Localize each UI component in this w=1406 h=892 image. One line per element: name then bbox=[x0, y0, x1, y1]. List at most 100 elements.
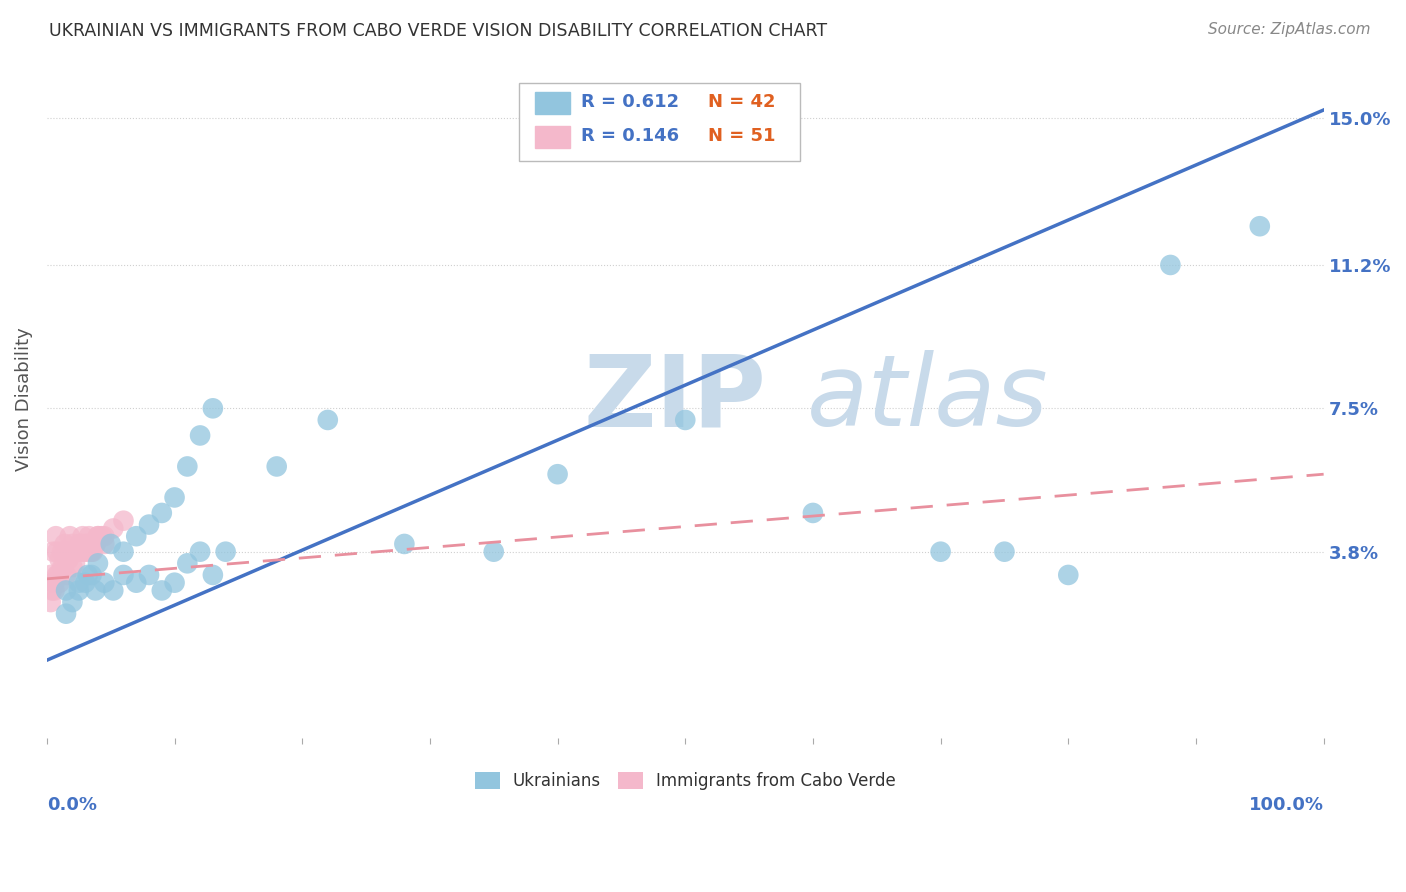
Point bbox=[93, 529, 115, 543]
Point bbox=[266, 459, 288, 474]
Point bbox=[176, 459, 198, 474]
Point bbox=[112, 514, 135, 528]
Point bbox=[39, 595, 62, 609]
Bar bbox=[534, 126, 571, 148]
Point bbox=[51, 544, 73, 558]
FancyBboxPatch shape bbox=[519, 83, 800, 161]
Point bbox=[188, 544, 211, 558]
Point bbox=[1249, 219, 1271, 234]
Text: ZIP: ZIP bbox=[583, 351, 766, 447]
Point bbox=[103, 521, 125, 535]
Point bbox=[45, 529, 67, 543]
Point bbox=[48, 552, 70, 566]
Point bbox=[801, 506, 824, 520]
Point bbox=[66, 544, 89, 558]
Point bbox=[62, 560, 84, 574]
Point bbox=[929, 544, 952, 558]
Point bbox=[44, 575, 66, 590]
Point bbox=[70, 537, 93, 551]
Point bbox=[39, 568, 62, 582]
Bar bbox=[534, 92, 571, 114]
Point bbox=[482, 544, 505, 558]
Point bbox=[176, 557, 198, 571]
Point bbox=[80, 568, 103, 582]
Text: UKRAINIAN VS IMMIGRANTS FROM CABO VERDE VISION DISABILITY CORRELATION CHART: UKRAINIAN VS IMMIGRANTS FROM CABO VERDE … bbox=[49, 22, 827, 40]
Point bbox=[87, 529, 110, 543]
Y-axis label: Vision Disability: Vision Disability bbox=[15, 326, 32, 470]
Point bbox=[150, 583, 173, 598]
Point bbox=[67, 575, 90, 590]
Point bbox=[100, 537, 122, 551]
Point bbox=[90, 529, 112, 543]
Point bbox=[80, 544, 103, 558]
Point bbox=[84, 537, 107, 551]
Text: N = 51: N = 51 bbox=[709, 128, 776, 145]
Point bbox=[62, 595, 84, 609]
Point bbox=[56, 552, 79, 566]
Point bbox=[82, 544, 104, 558]
Text: 100.0%: 100.0% bbox=[1249, 796, 1323, 814]
Point bbox=[75, 537, 97, 551]
Point bbox=[67, 544, 90, 558]
Point bbox=[201, 401, 224, 416]
Point bbox=[93, 575, 115, 590]
Point bbox=[163, 575, 186, 590]
Point bbox=[51, 560, 73, 574]
Point bbox=[59, 529, 82, 543]
Point bbox=[112, 544, 135, 558]
Point bbox=[75, 544, 97, 558]
Point bbox=[67, 544, 90, 558]
Point bbox=[46, 568, 69, 582]
Point bbox=[53, 537, 76, 551]
Point bbox=[77, 529, 100, 543]
Point bbox=[56, 544, 79, 558]
Point bbox=[67, 583, 90, 598]
Point bbox=[138, 517, 160, 532]
Point bbox=[125, 575, 148, 590]
Point bbox=[42, 544, 65, 558]
Point bbox=[1057, 568, 1080, 582]
Point bbox=[69, 537, 91, 551]
Point bbox=[55, 568, 77, 582]
Point bbox=[1159, 258, 1181, 272]
Point bbox=[125, 529, 148, 543]
Point bbox=[62, 544, 84, 558]
Text: atlas: atlas bbox=[807, 351, 1049, 447]
Point bbox=[58, 552, 80, 566]
Point bbox=[75, 575, 97, 590]
Point bbox=[201, 568, 224, 582]
Point bbox=[62, 537, 84, 551]
Text: 0.0%: 0.0% bbox=[46, 796, 97, 814]
Point bbox=[41, 583, 63, 598]
Point bbox=[75, 544, 97, 558]
Text: N = 42: N = 42 bbox=[709, 94, 776, 112]
Point bbox=[48, 575, 70, 590]
Point bbox=[150, 506, 173, 520]
Point bbox=[55, 607, 77, 621]
Point bbox=[46, 544, 69, 558]
Point bbox=[673, 413, 696, 427]
Point bbox=[62, 544, 84, 558]
Point bbox=[84, 537, 107, 551]
Point bbox=[84, 583, 107, 598]
Point bbox=[76, 568, 98, 582]
Point bbox=[163, 491, 186, 505]
Point bbox=[79, 544, 101, 558]
Point bbox=[87, 557, 110, 571]
Point bbox=[316, 413, 339, 427]
Point bbox=[93, 537, 115, 551]
Point bbox=[112, 568, 135, 582]
Point bbox=[55, 583, 77, 598]
Point bbox=[84, 537, 107, 551]
Point bbox=[76, 537, 98, 551]
Point bbox=[138, 568, 160, 582]
Point bbox=[214, 544, 236, 558]
Point bbox=[394, 537, 416, 551]
Text: Source: ZipAtlas.com: Source: ZipAtlas.com bbox=[1208, 22, 1371, 37]
Point bbox=[547, 467, 569, 482]
Point bbox=[48, 568, 70, 582]
Point bbox=[44, 583, 66, 598]
Point bbox=[87, 529, 110, 543]
Point bbox=[188, 428, 211, 442]
Text: R = 0.612: R = 0.612 bbox=[581, 94, 679, 112]
